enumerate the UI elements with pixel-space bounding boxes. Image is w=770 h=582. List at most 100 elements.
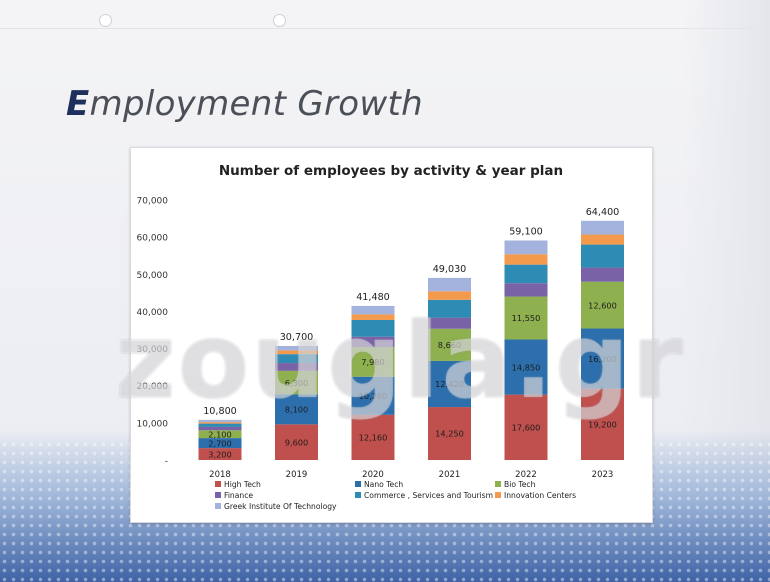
data-label: 12,160 bbox=[359, 433, 388, 443]
bar-segment bbox=[504, 264, 548, 284]
bar-segment bbox=[428, 291, 471, 300]
chart-title: Number of employees by activity & year p… bbox=[219, 163, 563, 179]
data-label: 3,200 bbox=[208, 449, 231, 459]
bar-segment bbox=[351, 319, 395, 337]
bar-segment bbox=[198, 422, 242, 424]
bar-segment bbox=[351, 336, 395, 348]
x-tick-label: 2022 bbox=[515, 470, 537, 480]
bar-segment bbox=[504, 283, 548, 297]
bar-segment bbox=[428, 407, 471, 460]
data-label: 7,980 bbox=[361, 357, 384, 367]
chart-panel: Number of employees by activity & year p… bbox=[130, 147, 653, 523]
page-title: Employment Growth bbox=[66, 84, 423, 124]
bar-segment bbox=[428, 299, 471, 318]
data-label: 2,700 bbox=[208, 438, 231, 448]
y-tick-label: 30,000 bbox=[137, 345, 169, 355]
bar-segment bbox=[504, 394, 548, 460]
total-label: 64,400 bbox=[586, 207, 620, 218]
bar-segment bbox=[275, 350, 318, 355]
data-label: 8,100 bbox=[285, 405, 308, 415]
bar-segment bbox=[428, 328, 471, 361]
legend-label: Commerce , Services and Tourism bbox=[364, 491, 493, 500]
data-label: 12,600 bbox=[588, 300, 617, 310]
y-tick-label: 60,000 bbox=[137, 234, 169, 244]
bar-segment bbox=[275, 354, 318, 364]
bar-segment bbox=[198, 430, 242, 439]
data-label: 10,260 bbox=[359, 391, 388, 401]
y-tick-label: 10,000 bbox=[137, 419, 169, 429]
bars bbox=[198, 220, 624, 460]
x-axis-labels: 2018 2019 2020 2021 2022 2023 bbox=[209, 470, 613, 480]
data-label: 19,200 bbox=[588, 420, 617, 430]
bar-segment bbox=[581, 388, 624, 460]
legend-swatch bbox=[215, 503, 221, 509]
legend-label: Bio Tech bbox=[504, 480, 536, 489]
bar-segment bbox=[198, 448, 242, 460]
bar-segment bbox=[275, 363, 318, 371]
data-label: 6,300 bbox=[285, 378, 308, 388]
bar-segment bbox=[581, 267, 624, 282]
x-tick-label: 2021 bbox=[439, 470, 461, 480]
legend-swatch bbox=[495, 481, 501, 487]
bar-segment bbox=[581, 234, 624, 245]
y-tick-label: 50,000 bbox=[137, 271, 169, 281]
legend-swatch bbox=[215, 492, 221, 498]
legend-swatch bbox=[355, 492, 361, 498]
bar-segment bbox=[198, 423, 242, 427]
legend-label: Finance bbox=[224, 491, 253, 500]
legend-label: Innovation Centers bbox=[504, 491, 576, 500]
bar-segment bbox=[581, 220, 624, 235]
bar-segment bbox=[198, 426, 242, 431]
data-label: 17,600 bbox=[512, 423, 541, 433]
bar-segment bbox=[428, 317, 471, 329]
x-tick-label: 2019 bbox=[286, 470, 308, 480]
data-label: 8,660 bbox=[438, 340, 461, 350]
bar-segment bbox=[275, 345, 318, 351]
bar-segment bbox=[581, 244, 624, 268]
total-labels: 10,800 30,700 41,480 49,030 59,100 64,400 bbox=[203, 207, 619, 417]
page-edge-line bbox=[0, 28, 770, 29]
data-label: 14,850 bbox=[512, 362, 541, 372]
y-tick-label: - bbox=[165, 457, 168, 467]
legend-label: Greek Institute Of Technology bbox=[224, 502, 337, 511]
x-tick-label: 2023 bbox=[592, 470, 614, 480]
total-label: 10,800 bbox=[203, 406, 237, 417]
page-title-initial: E bbox=[66, 84, 90, 124]
bar-segment bbox=[581, 281, 624, 329]
legend-label: Nano Tech bbox=[364, 480, 403, 489]
bar-segment bbox=[198, 419, 242, 423]
page-title-rest: mployment Growth bbox=[89, 84, 423, 124]
bar-segment bbox=[504, 254, 548, 265]
bar-segment bbox=[428, 277, 471, 292]
y-tick-label: 40,000 bbox=[137, 308, 169, 318]
stacked-bar-chart: Number of employees by activity & year p… bbox=[137, 163, 624, 511]
total-label: 41,480 bbox=[356, 292, 390, 303]
total-label: 49,030 bbox=[433, 264, 467, 275]
legend-swatch bbox=[215, 481, 221, 487]
total-label: 30,700 bbox=[280, 332, 314, 343]
punch-hole-right bbox=[273, 14, 286, 27]
bar-segment bbox=[504, 240, 548, 255]
y-tick-label: 20,000 bbox=[137, 382, 169, 392]
bar-segment bbox=[351, 414, 395, 460]
bar-segment bbox=[275, 394, 318, 425]
total-label: 59,100 bbox=[509, 226, 543, 237]
x-tick-label: 2020 bbox=[362, 470, 384, 480]
bar-segment bbox=[504, 339, 548, 395]
bar-segment bbox=[428, 360, 471, 408]
data-label: 9,600 bbox=[285, 437, 308, 447]
data-label: 11,550 bbox=[512, 313, 541, 323]
bar-segment bbox=[504, 296, 548, 340]
legend: High Tech Nano Tech Bio Tech Finance Commerc… bbox=[215, 480, 576, 511]
x-tick-label: 2018 bbox=[209, 470, 231, 480]
bar-segment bbox=[351, 376, 395, 415]
data-label: 14,250 bbox=[435, 429, 464, 439]
bar-segment bbox=[351, 314, 395, 320]
data-label: 12,420 bbox=[435, 379, 464, 389]
bar-segment bbox=[275, 424, 318, 460]
data-label: 16,200 bbox=[588, 354, 617, 364]
legend-swatch bbox=[355, 481, 361, 487]
bar-segment bbox=[351, 347, 395, 377]
legend-label: High Tech bbox=[224, 480, 261, 489]
